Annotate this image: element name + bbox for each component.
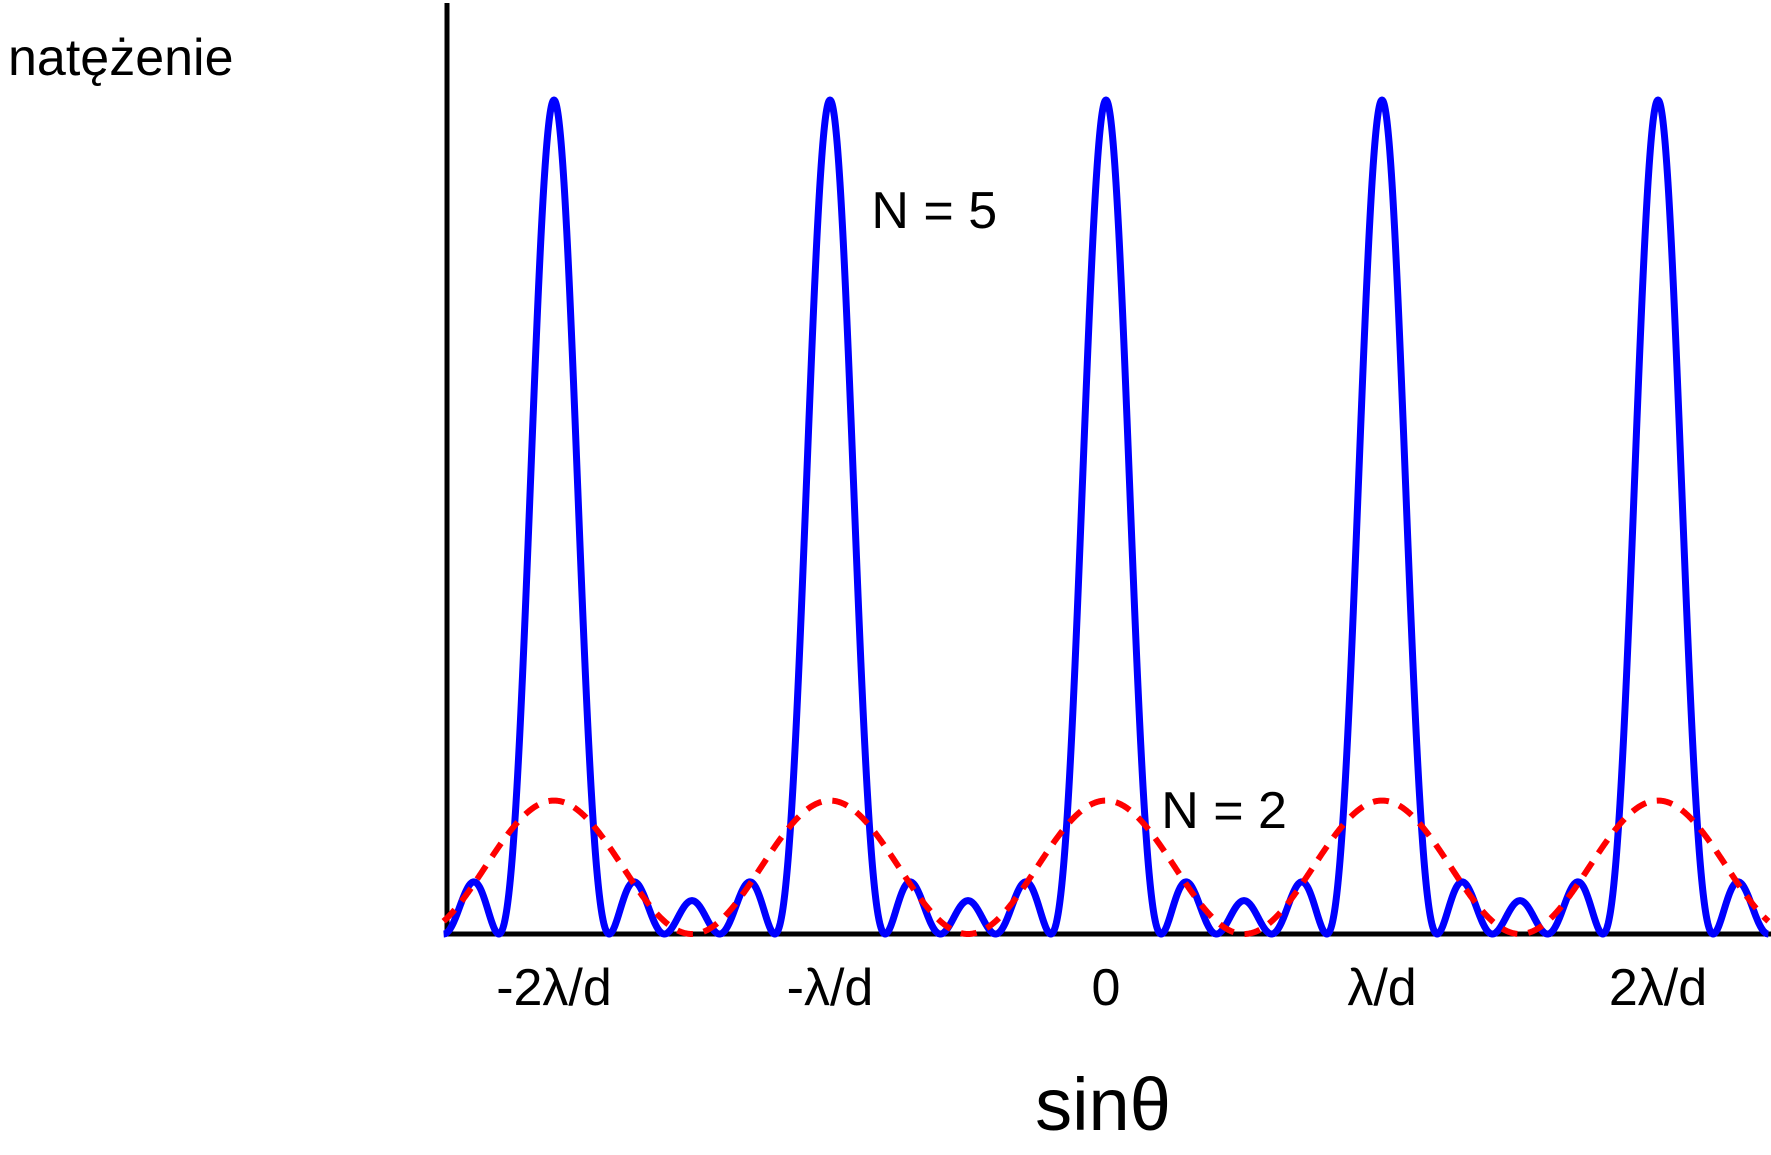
x-axis-label: sinθ [1035, 1063, 1171, 1146]
x-tick-label: λ/d [1347, 959, 1416, 1017]
series-n2-label: N = 2 [1161, 782, 1287, 840]
series-n2-line [441, 797, 1771, 938]
x-tick-labels: -2λ/d -λ/d 0 λ/d 2λ/d [496, 959, 1707, 1017]
x-tick-label: 0 [1092, 959, 1121, 1017]
x-tick-label: -2λ/d [496, 959, 612, 1017]
series-n5-line [440, 96, 1771, 938]
x-tick-label: -λ/d [787, 959, 874, 1017]
x-tick-label: 2λ/d [1609, 959, 1707, 1017]
y-axis-label: natężenie [8, 29, 234, 87]
series-n5-label: N = 5 [871, 182, 997, 240]
